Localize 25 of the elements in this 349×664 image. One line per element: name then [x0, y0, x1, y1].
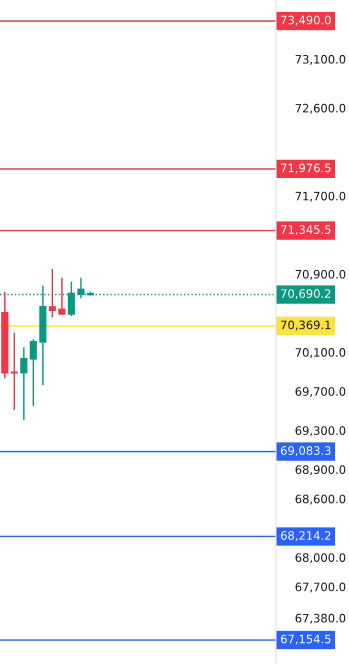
- ref-line-label: 70,369.1: [281, 320, 330, 330]
- y-tick-label: 67,700.0: [296, 582, 346, 592]
- y-tick-label: 67,380.0: [296, 614, 346, 624]
- ref-line-label: 69,083.3: [280, 446, 331, 456]
- ref-line-label: 67,154.5: [280, 634, 330, 645]
- y-tick-label: 68,000.0: [296, 553, 346, 564]
- y-tick-label: 68,900.0: [296, 465, 346, 476]
- y-tick-label: 73,100.0: [296, 54, 346, 65]
- y-tick-label: 69,700.0: [296, 387, 346, 398]
- candlestick: [10, 332, 18, 411]
- y-tick-label: 68,600.0: [296, 494, 346, 504]
- candlestick: [30, 338, 37, 407]
- candlestick: [58, 276, 66, 315]
- ref-line-label: 70,690.2: [281, 289, 330, 300]
- candlestick: [20, 346, 28, 421]
- ref-line-label: 71,345.5: [281, 225, 330, 236]
- y-tick-label: 70,100.0: [296, 348, 346, 358]
- y-tick-label: 70,900.0: [296, 270, 346, 280]
- ref-line-label: 68,214.2: [280, 531, 330, 541]
- y-tick-label: 72,600.0: [296, 104, 346, 114]
- ref-line-label: 71,976.5: [281, 164, 330, 174]
- ref-line-label: 73,490.0: [281, 16, 331, 26]
- candlestick: [48, 268, 56, 318]
- y-tick-label: 71,700.0: [296, 192, 346, 202]
- y-tick-label: 69,300.0: [296, 426, 346, 436]
